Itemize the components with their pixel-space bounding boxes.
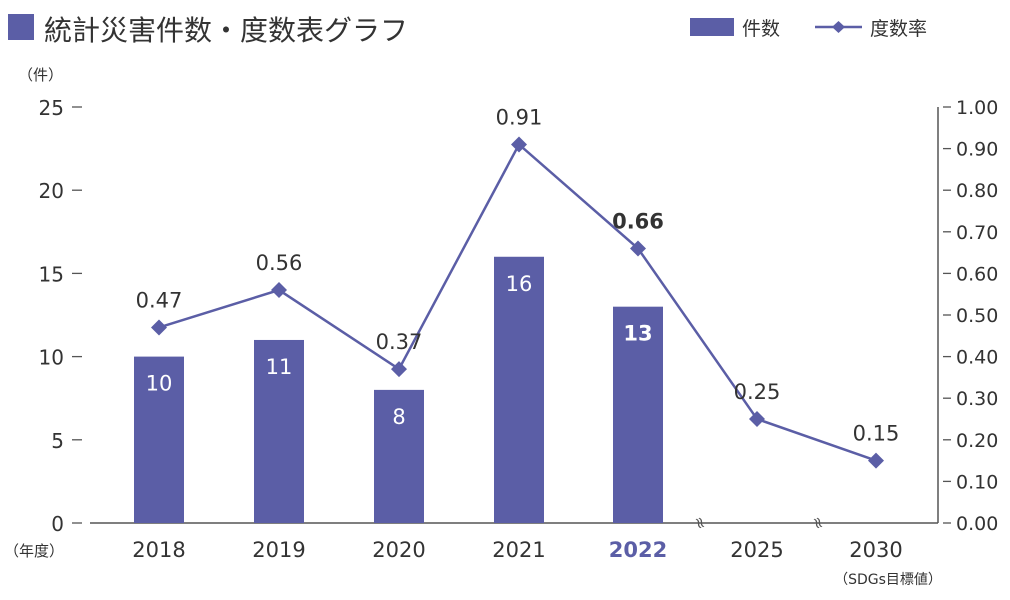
rate-point xyxy=(630,240,646,257)
x-axis-category-label: 2020 xyxy=(372,538,425,562)
right-axis-tick-label: 0.70 xyxy=(956,222,998,244)
title-marker xyxy=(8,14,34,40)
rate-point xyxy=(271,282,287,299)
left-axis-tick-label: 20 xyxy=(39,179,64,203)
bar-value-label: 10 xyxy=(146,372,173,396)
x-axis-category-label: 2019 xyxy=(252,538,305,562)
x-axis-category-label: 2025 xyxy=(730,538,783,562)
rate-value-label: 0.56 xyxy=(256,251,303,275)
bar-value-label: 11 xyxy=(266,355,293,379)
rate-point xyxy=(151,319,167,336)
right-axis-tick-label: 0.80 xyxy=(956,180,998,202)
rate-value-label: 0.47 xyxy=(136,288,183,312)
bar-value-label: 8 xyxy=(392,405,405,429)
rate-point xyxy=(868,452,884,469)
x-axis-label: （年度） xyxy=(4,542,64,560)
rate-value-label: 0.25 xyxy=(734,380,781,404)
rate-point xyxy=(511,136,527,153)
legend-line-marker xyxy=(832,21,845,33)
bar xyxy=(134,356,184,523)
bar xyxy=(254,339,304,523)
rate-value-label: 0.91 xyxy=(496,105,543,129)
left-axis-tick-label: 0 xyxy=(51,512,64,536)
right-axis-tick-label: 0.90 xyxy=(956,139,998,161)
right-axis-tick-label: 0.50 xyxy=(956,305,998,327)
left-axis-tick-label: 15 xyxy=(39,262,64,286)
x-axis-category-label: 2030 xyxy=(849,538,902,562)
chart-title: 統計災害件数・度数表グラフ xyxy=(44,14,408,47)
left-axis-tick-label: 25 xyxy=(39,96,64,120)
x-axis-category-label: 2021 xyxy=(492,538,545,562)
rate-value-label: 0.37 xyxy=(376,330,423,354)
axis-break-mark-2: ≈ xyxy=(807,513,829,532)
right-axis-tick-label: 0.00 xyxy=(956,513,998,535)
x-axis-category-label: 2022 xyxy=(609,538,667,562)
right-axis-tick-label: 0.20 xyxy=(956,430,998,452)
category-note: （SDGs目標値） xyxy=(834,572,942,588)
right-axis-tick-label: 0.40 xyxy=(956,347,998,369)
left-axis-unit-label: （件） xyxy=(18,66,63,84)
right-axis-tick-label: 0.10 xyxy=(956,471,998,493)
rate-point xyxy=(749,411,765,427)
legend-bar-label: 件数 xyxy=(742,18,780,40)
x-axis-category-label: 2018 xyxy=(132,538,185,562)
axis-break-mark-1: ≈ xyxy=(689,513,711,532)
rate-value-label: 0.15 xyxy=(853,422,900,446)
rate-point xyxy=(391,361,407,378)
bar xyxy=(613,306,663,523)
bar-value-label: 13 xyxy=(623,322,652,346)
legend-line-label: 度数率 xyxy=(870,18,927,40)
bar xyxy=(374,389,424,523)
bar-value-label: 16 xyxy=(506,272,533,296)
rate-value-label: 0.66 xyxy=(612,209,664,233)
bar xyxy=(494,256,544,523)
left-axis-tick-label: 5 xyxy=(51,429,64,453)
right-axis-tick-label: 0.30 xyxy=(956,388,998,410)
legend-bar-swatch xyxy=(690,18,734,36)
right-axis-tick-label: 1.00 xyxy=(956,97,998,119)
right-axis-tick-label: 0.60 xyxy=(956,263,998,285)
left-axis-tick-label: 10 xyxy=(39,346,64,370)
